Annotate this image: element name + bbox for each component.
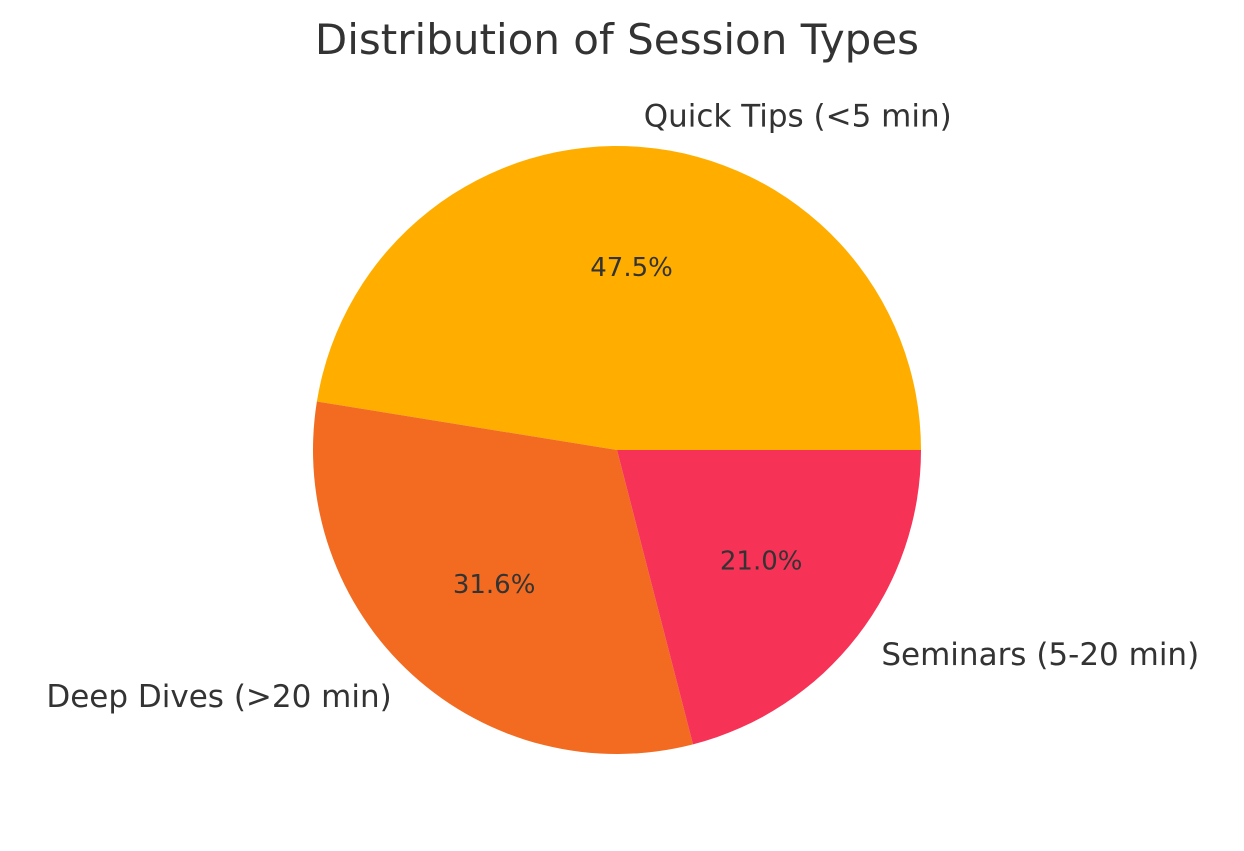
category-label-quick-tips: Quick Tips (<5 min) [644, 99, 952, 135]
pie-slice-quick-tips [316, 145, 921, 450]
percent-label-deep-dives: 31.6% [453, 570, 536, 600]
category-labels: Quick Tips (<5 min) Deep Dives (>20 min) S… [46, 99, 1199, 715]
pie-slice-seminars- [617, 450, 921, 745]
chart-title: Distribution of Session Types [315, 15, 919, 64]
pie-slices [313, 145, 921, 754]
percent-labels: 47.5% 31.6% 21.0% [453, 253, 803, 600]
category-label-seminars-: Seminars (5-20 min) [881, 637, 1199, 673]
percent-label-seminars-: 21.0% [720, 547, 803, 577]
category-label-deep-dives: Deep Dives (>20 min) [46, 679, 391, 715]
pie-slice-deep-dives [313, 401, 693, 754]
percent-label-quick-tips: 47.5% [590, 253, 673, 283]
